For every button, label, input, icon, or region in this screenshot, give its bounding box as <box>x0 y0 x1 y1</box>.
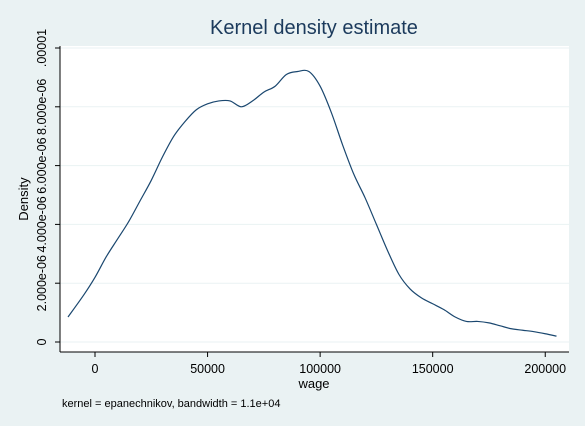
y-tick-label: 6.000e-06 <box>35 137 49 193</box>
y-tick-label: 0 <box>35 338 49 345</box>
x-tick-label: 150000 <box>412 362 454 376</box>
y-tick-label: .00001 <box>35 29 49 67</box>
chart-title: Kernel density estimate <box>210 17 418 39</box>
y-tick-label: 2.000e-06 <box>35 255 49 311</box>
x-tick-label: 50000 <box>190 362 225 376</box>
x-ticks: 0 50000 100000 150000 200000 <box>92 352 566 376</box>
x-axis-label: wage <box>297 376 329 391</box>
y-tick-label: 4.000e-06 <box>35 196 49 252</box>
grid-lines <box>60 47 569 343</box>
x-tick-label: 100000 <box>299 362 341 376</box>
axes <box>59 46 569 353</box>
y-ticks: 0 2.000e-06 4.000e-06 6.000e-06 8.000e-06 .00… <box>35 29 60 345</box>
chart-note: kernel = epanechnikov, bandwidth = 1.1e+… <box>62 398 280 410</box>
x-tick-label: 200000 <box>524 362 566 376</box>
y-tick-label: 8.000e-06 <box>35 79 49 135</box>
x-tick-label: 0 <box>92 362 99 376</box>
density-line <box>67 69 557 337</box>
plot-region <box>60 46 569 352</box>
y-axis-label: Density <box>16 177 31 221</box>
